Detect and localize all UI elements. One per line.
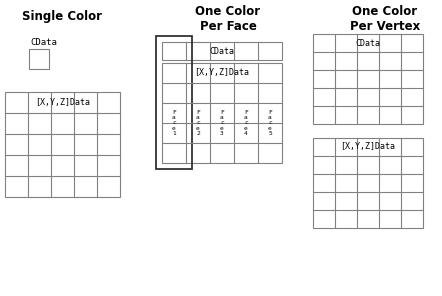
Bar <box>313 34 423 124</box>
Text: [X,Y,Z]Data: [X,Y,Z]Data <box>340 142 396 152</box>
Text: [X,Y,Z]Data: [X,Y,Z]Data <box>35 98 90 107</box>
Bar <box>162 63 282 163</box>
Text: One Color
Per Face: One Color Per Face <box>195 5 261 33</box>
Text: CData: CData <box>210 46 235 56</box>
Bar <box>29 49 49 69</box>
Text: Single Color: Single Color <box>22 10 102 23</box>
Text: One Color
Per Vertex: One Color Per Vertex <box>350 5 420 33</box>
Text: F
a
c
e
4: F a c e 4 <box>244 110 248 136</box>
Bar <box>313 138 423 228</box>
Bar <box>5 92 120 197</box>
Text: F
a
c
e
2: F a c e 2 <box>196 110 200 136</box>
Text: F
a
c
e
1: F a c e 1 <box>172 110 176 136</box>
Text: F
a
c
e
3: F a c e 3 <box>220 110 224 136</box>
Text: CData: CData <box>355 38 381 47</box>
Bar <box>162 42 282 60</box>
Text: F
a
c
e
5: F a c e 5 <box>268 110 272 136</box>
Text: CData: CData <box>30 38 57 47</box>
Text: [X,Y,Z]Data: [X,Y,Z]Data <box>194 68 249 78</box>
